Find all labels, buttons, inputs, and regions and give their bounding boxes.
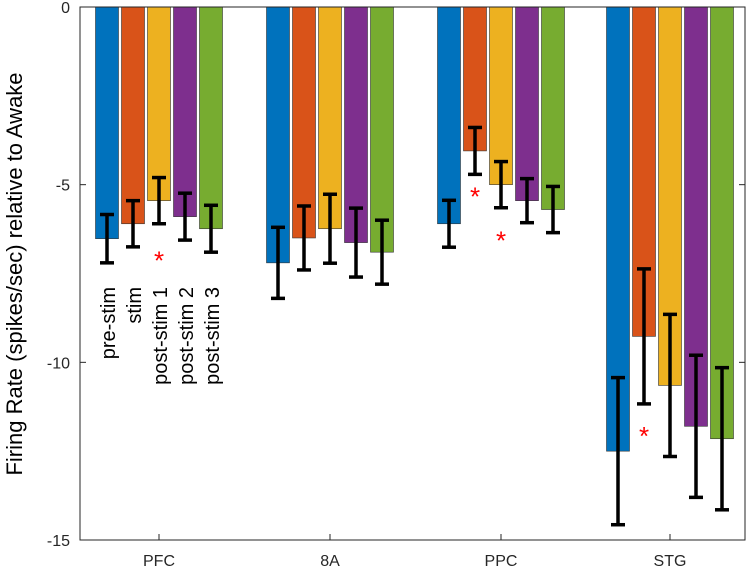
error-bar <box>178 191 192 242</box>
plot-frame <box>79 6 746 541</box>
bar-PFC-post-stim1 <box>147 6 171 201</box>
error-bar <box>152 175 166 226</box>
y-tick-label: 0 <box>61 0 70 17</box>
legend-entry: post-stim 2 <box>176 287 198 385</box>
error-bar <box>323 192 337 265</box>
error-bar <box>126 198 140 249</box>
bar-PFC-stim <box>121 6 145 225</box>
error-bar <box>468 125 482 177</box>
bar-8A-stim <box>292 6 316 239</box>
error-bar <box>689 353 703 500</box>
error-bar <box>520 176 534 225</box>
legend-entry: stim <box>124 287 146 324</box>
bar-PPC-post-stim3 <box>541 6 565 210</box>
error-bar <box>494 159 508 210</box>
bar-PPC-post-stim2 <box>515 6 539 201</box>
x-tick-label-STG: STG <box>654 553 687 570</box>
error-bar <box>100 212 114 265</box>
bar-PPC-pre-stim <box>437 6 461 225</box>
error-bar <box>271 225 285 301</box>
y-axis-label: Firing Rate (spikes/sec) relative to Awa… <box>2 72 27 475</box>
y-tick-label: -15 <box>47 533 70 550</box>
significance-asterisk: * <box>639 421 649 451</box>
x-tick-label-8A: 8A <box>320 553 340 570</box>
bar-8A-pre-stim <box>266 6 290 264</box>
error-bar <box>442 198 456 249</box>
significance-asterisk: * <box>154 245 164 275</box>
bar-PFC-pre-stim <box>95 6 119 239</box>
error-bar <box>297 204 311 272</box>
bar-8A-post-stim3 <box>370 6 394 253</box>
bar-PFC-post-stim3 <box>199 6 223 230</box>
error-bar <box>375 218 389 286</box>
error-bar <box>349 206 363 279</box>
bar-PPC-post-stim1 <box>489 6 513 185</box>
significance-asterisk: * <box>470 181 480 211</box>
bar-PFC-post-stim2 <box>173 6 197 217</box>
y-tick-label: -10 <box>47 355 70 372</box>
x-tick-label-PPC: PPC <box>485 553 518 570</box>
error-bar <box>637 267 651 406</box>
error-bar <box>546 184 560 235</box>
error-bar <box>204 203 218 254</box>
legend-entry: post-stim 1 <box>150 287 172 385</box>
significance-asterisk: * <box>496 226 506 256</box>
error-bar <box>611 375 625 527</box>
x-tick-label-PFC: PFC <box>143 553 175 570</box>
legend-entry: post-stim 3 <box>202 287 224 385</box>
error-bar <box>715 365 729 512</box>
error-bar <box>663 312 677 459</box>
legend-entry: pre-stim <box>98 287 120 359</box>
y-tick-label: -5 <box>56 178 70 195</box>
